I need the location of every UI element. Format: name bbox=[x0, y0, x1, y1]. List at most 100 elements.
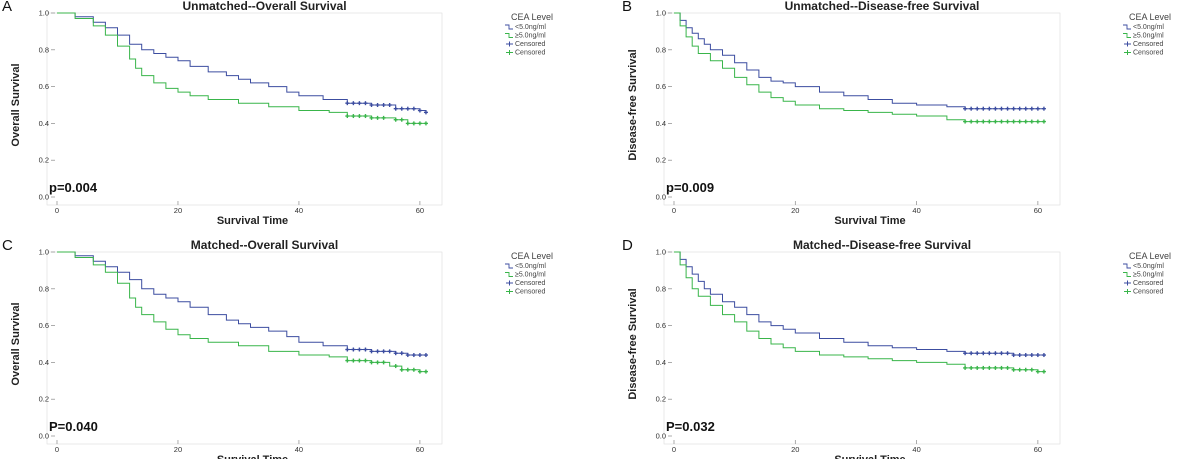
legend-line-swatch bbox=[505, 33, 513, 38]
plot-frame bbox=[46, 251, 443, 445]
y-tick-label: 0.2 bbox=[656, 395, 666, 404]
x-axis-title: Survival Time bbox=[217, 454, 288, 459]
legend-entry: Censored bbox=[515, 289, 545, 296]
legend-entry: Censored bbox=[1133, 50, 1163, 57]
x-tick-label: 20 bbox=[791, 206, 799, 215]
panel-letter: C bbox=[2, 237, 13, 254]
y-tick-label: 0.6 bbox=[656, 321, 666, 330]
chart-title: Unmatched--Disease-free Survival bbox=[785, 0, 980, 13]
x-axis-title: Survival Time bbox=[834, 215, 905, 227]
survival-curve-high-cea bbox=[674, 12, 1044, 123]
y-tick-label: 1.0 bbox=[656, 248, 666, 257]
x-tick-label: 20 bbox=[174, 445, 182, 454]
legend-entry: Censored bbox=[515, 50, 545, 57]
y-tick-label: 0.6 bbox=[656, 82, 666, 91]
x-tick-label: 40 bbox=[295, 445, 303, 454]
legend-title: CEA Level bbox=[1129, 251, 1171, 261]
legend-line-swatch bbox=[505, 263, 513, 269]
legend-line-swatch bbox=[1123, 33, 1131, 38]
panel-letter: B bbox=[622, 0, 632, 15]
y-tick-label: 0.0 bbox=[39, 432, 49, 441]
survival-curve-low-cea bbox=[57, 12, 427, 113]
p-value: P=0.032 bbox=[666, 419, 715, 434]
y-tick-label: 1.0 bbox=[39, 248, 49, 257]
y-tick-label: 0.8 bbox=[39, 45, 49, 54]
legend-title: CEA Level bbox=[511, 251, 553, 261]
panel-letter: D bbox=[622, 237, 633, 254]
y-axis-title: Disease-free Survival bbox=[627, 49, 639, 160]
y-tick-label: 0.2 bbox=[39, 156, 49, 165]
plot-frame bbox=[46, 12, 443, 206]
chart-title: Matched--Disease-free Survival bbox=[793, 238, 971, 252]
y-axis-title: Overall Survival bbox=[10, 63, 22, 146]
y-tick-label: 0.6 bbox=[39, 82, 49, 91]
legend-entry: <5.0ng/ml bbox=[1133, 24, 1164, 31]
panel-b: B Unmatched--Disease-free Survival 0.0 0.2 0… bbox=[622, 0, 1171, 227]
legend-entry: ≥5.0ng/ml bbox=[1133, 33, 1164, 40]
panel-a: A Unmatched--Overall Survival 0.0 0.2 0.4 0.6… bbox=[2, 0, 553, 227]
y-tick-label: 0.4 bbox=[656, 358, 666, 367]
survival-curve-high-cea bbox=[674, 251, 1044, 373]
legend-entry: Censored bbox=[515, 41, 545, 48]
legend-entry: <5.0ng/ml bbox=[515, 24, 546, 31]
y-tick-label: 0.8 bbox=[656, 45, 666, 54]
x-tick-label: 0 bbox=[672, 445, 676, 454]
legend-entry: ≥5.0ng/ml bbox=[1133, 272, 1164, 279]
chart-title: Matched--Overall Survival bbox=[191, 238, 338, 252]
y-tick-label: 0.4 bbox=[656, 119, 666, 128]
y-tick-label: 0.2 bbox=[39, 395, 49, 404]
legend-entry: <5.0ng/ml bbox=[515, 263, 546, 270]
survival-curve-high-cea bbox=[57, 12, 426, 124]
legend-entry: Censored bbox=[1133, 289, 1163, 296]
panel-c: C Matched--Overall Survival 0.0 0.2 0.4 0.6 0.… bbox=[2, 237, 553, 459]
x-tick-label: 20 bbox=[791, 445, 799, 454]
legend-title: CEA Level bbox=[511, 12, 553, 22]
y-tick-label: 0.8 bbox=[39, 284, 49, 293]
legend-line-swatch bbox=[505, 272, 513, 277]
survival-curve-low-cea bbox=[674, 251, 1044, 356]
x-tick-label: 60 bbox=[1034, 445, 1042, 454]
panel-d: D Matched--Disease-free Survival 0.0 0.2 0.4… bbox=[622, 237, 1171, 459]
y-tick-label: 0.0 bbox=[39, 193, 49, 202]
y-tick-label: 0.0 bbox=[656, 193, 666, 202]
y-tick-label: 0.4 bbox=[39, 119, 49, 128]
x-axis-title: Survival Time bbox=[834, 454, 905, 459]
y-tick-label: 0.4 bbox=[39, 358, 49, 367]
survival-curve-high-cea bbox=[57, 251, 426, 373]
survival-curve-low-cea bbox=[674, 12, 1044, 110]
x-tick-label: 0 bbox=[55, 445, 59, 454]
legend-line-swatch bbox=[1123, 263, 1131, 269]
legend-entry: Censored bbox=[1133, 280, 1163, 287]
legend-entry: <5.0ng/ml bbox=[1133, 263, 1164, 270]
legend-line-swatch bbox=[505, 24, 513, 30]
chart-title: Unmatched--Overall Survival bbox=[182, 0, 346, 13]
x-tick-label: 0 bbox=[672, 206, 676, 215]
x-tick-label: 40 bbox=[295, 206, 303, 215]
y-tick-label: 1.0 bbox=[656, 9, 666, 18]
legend-entry: ≥5.0ng/ml bbox=[515, 33, 546, 40]
legend-entry: ≥5.0ng/ml bbox=[515, 272, 546, 279]
plot-frame bbox=[663, 12, 1061, 206]
legend-line-swatch bbox=[1123, 272, 1131, 277]
legend-line-swatch bbox=[1123, 24, 1131, 30]
plot-frame bbox=[663, 251, 1061, 445]
x-tick-label: 0 bbox=[55, 206, 59, 215]
legend-entry: Censored bbox=[515, 280, 545, 287]
x-axis-title: Survival Time bbox=[217, 215, 288, 227]
panel-letter: A bbox=[2, 0, 12, 15]
y-tick-label: 0.0 bbox=[656, 432, 666, 441]
legend-entry: Censored bbox=[1133, 41, 1163, 48]
x-tick-label: 60 bbox=[416, 445, 424, 454]
y-axis-title: Overall Survival bbox=[10, 302, 22, 385]
p-value: p=0.009 bbox=[666, 180, 714, 195]
p-value: p=0.004 bbox=[49, 180, 98, 195]
y-tick-label: 0.6 bbox=[39, 321, 49, 330]
y-tick-label: 0.2 bbox=[656, 156, 666, 165]
y-tick-label: 1.0 bbox=[39, 9, 49, 18]
legend-title: CEA Level bbox=[1129, 12, 1171, 22]
y-tick-label: 0.8 bbox=[656, 284, 666, 293]
x-tick-label: 20 bbox=[174, 206, 182, 215]
survival-curve-low-cea bbox=[57, 251, 426, 356]
p-value: P=0.040 bbox=[49, 419, 98, 434]
